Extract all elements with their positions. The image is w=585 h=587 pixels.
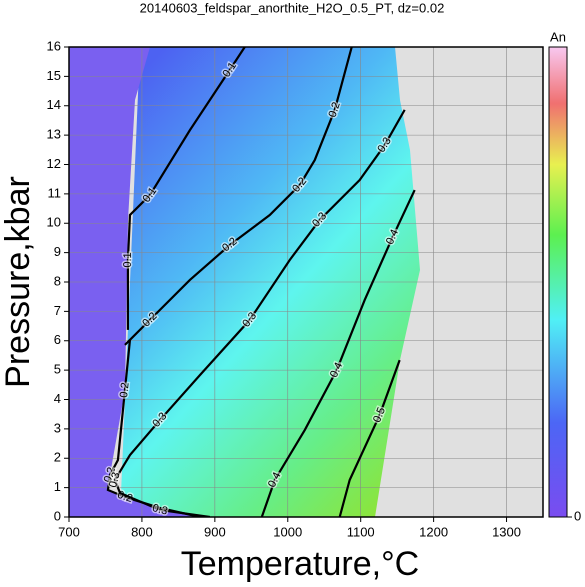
y-tick-label: 0 <box>54 508 61 523</box>
chart-title: 20140603_feldspar_anorthite_H2O_0.5_PT, … <box>140 0 445 15</box>
y-tick-label: 13 <box>47 127 61 142</box>
contour-line <box>126 47 246 330</box>
y-tick-label: 15 <box>47 68 61 83</box>
contour-label: 0.2 <box>118 382 131 398</box>
y-axis-label: Pressure,kbar <box>0 176 37 388</box>
y-tick-label: 3 <box>54 420 61 435</box>
y-tick-label: 5 <box>54 362 61 377</box>
y-tick-label: 11 <box>48 185 62 200</box>
x-tick-label: 1200 <box>419 524 448 539</box>
contour-label: 0.3 <box>151 502 169 518</box>
contour-line <box>260 189 416 517</box>
x-tick-label: 800 <box>131 524 153 539</box>
x-axis-label: Temperature,°C <box>181 545 419 583</box>
contour-line <box>124 47 353 346</box>
y-tick-label: 1 <box>54 479 61 494</box>
y-tick-label: 8 <box>54 273 61 288</box>
y-tick-label: 2 <box>54 450 61 465</box>
x-tick-label: 1000 <box>273 524 302 539</box>
x-tick-label: 1100 <box>347 524 375 539</box>
y-tick-label: 7 <box>54 303 61 318</box>
contour-line <box>113 109 406 517</box>
colorbar-tick-label: 0 <box>574 508 581 523</box>
y-tick-label: 10 <box>47 215 61 230</box>
y-tick-label: 6 <box>54 332 61 347</box>
x-tick-label: 900 <box>204 524 226 539</box>
contour-line <box>106 339 201 517</box>
contour-line <box>338 359 401 517</box>
colorbar-label: An <box>550 29 566 44</box>
y-tick-label: 14 <box>47 97 61 112</box>
colorbar <box>548 46 568 518</box>
x-tick-label: 700 <box>58 524 80 539</box>
y-tick-label: 4 <box>54 391 61 406</box>
y-tick-label: 16 <box>47 38 61 53</box>
contour-label: 0.1 <box>122 252 134 268</box>
contour-label: 0.3 <box>107 471 123 489</box>
y-tick-label: 12 <box>47 156 61 171</box>
x-tick-label: 1300 <box>492 524 521 539</box>
y-tick-label: 9 <box>54 244 61 259</box>
